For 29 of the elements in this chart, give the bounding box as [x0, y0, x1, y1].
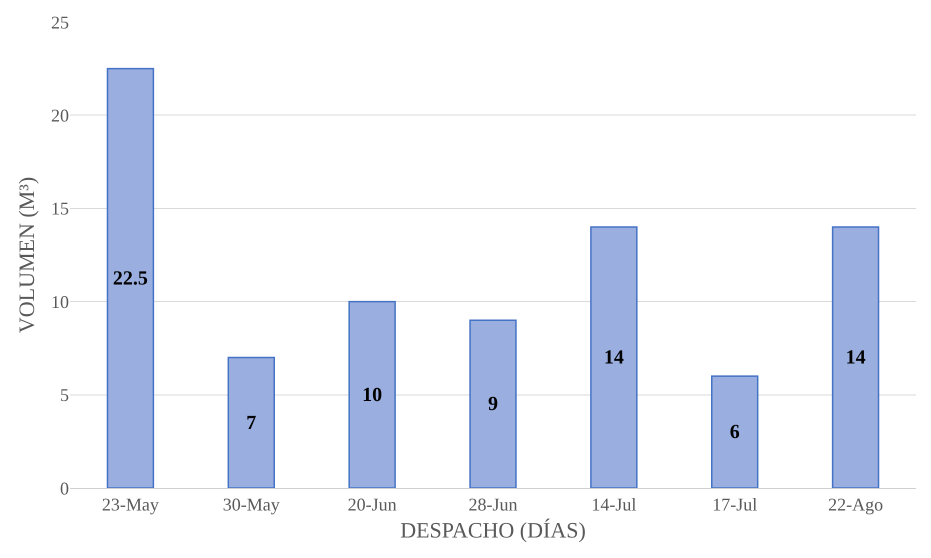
x-axis-title: DESPACHO (DÍAS) — [400, 518, 586, 542]
data-label: 7 — [246, 412, 256, 434]
x-tick-label: 14-Jul — [591, 494, 636, 515]
data-label: 9 — [488, 393, 498, 416]
x-tick-label: 17-Jul — [712, 494, 758, 515]
data-label: 6 — [730, 421, 740, 444]
data-label: 14 — [604, 346, 624, 369]
bar — [228, 356, 275, 488]
data-label: 14 — [846, 346, 866, 369]
bar — [348, 300, 396, 488]
y-tick-label: 5 — [60, 385, 69, 406]
bar — [832, 226, 880, 488]
data-label: 10 — [362, 384, 382, 406]
bar — [469, 319, 517, 488]
x-tick-label: 22-Ago — [828, 494, 884, 515]
y-tick-label: 15 — [51, 198, 69, 219]
y-tick-label: 10 — [51, 292, 69, 312]
bar — [711, 375, 758, 488]
bar — [590, 226, 638, 488]
y-tick-label: 20 — [51, 106, 69, 126]
x-tick-label: 30-May — [222, 494, 280, 515]
data-label: 22.5 — [112, 267, 148, 290]
x-tick-label: 28-Jun — [468, 494, 518, 515]
x-tick-label: 23-May — [102, 494, 159, 515]
y-tick-label: 0 — [60, 478, 69, 498]
y-tick-label: 25 — [51, 12, 69, 32]
x-tick-label: 20-Jun — [348, 494, 397, 515]
y-axis-title: VOLUMEN (M³) — [14, 176, 39, 334]
bar — [106, 68, 154, 488]
